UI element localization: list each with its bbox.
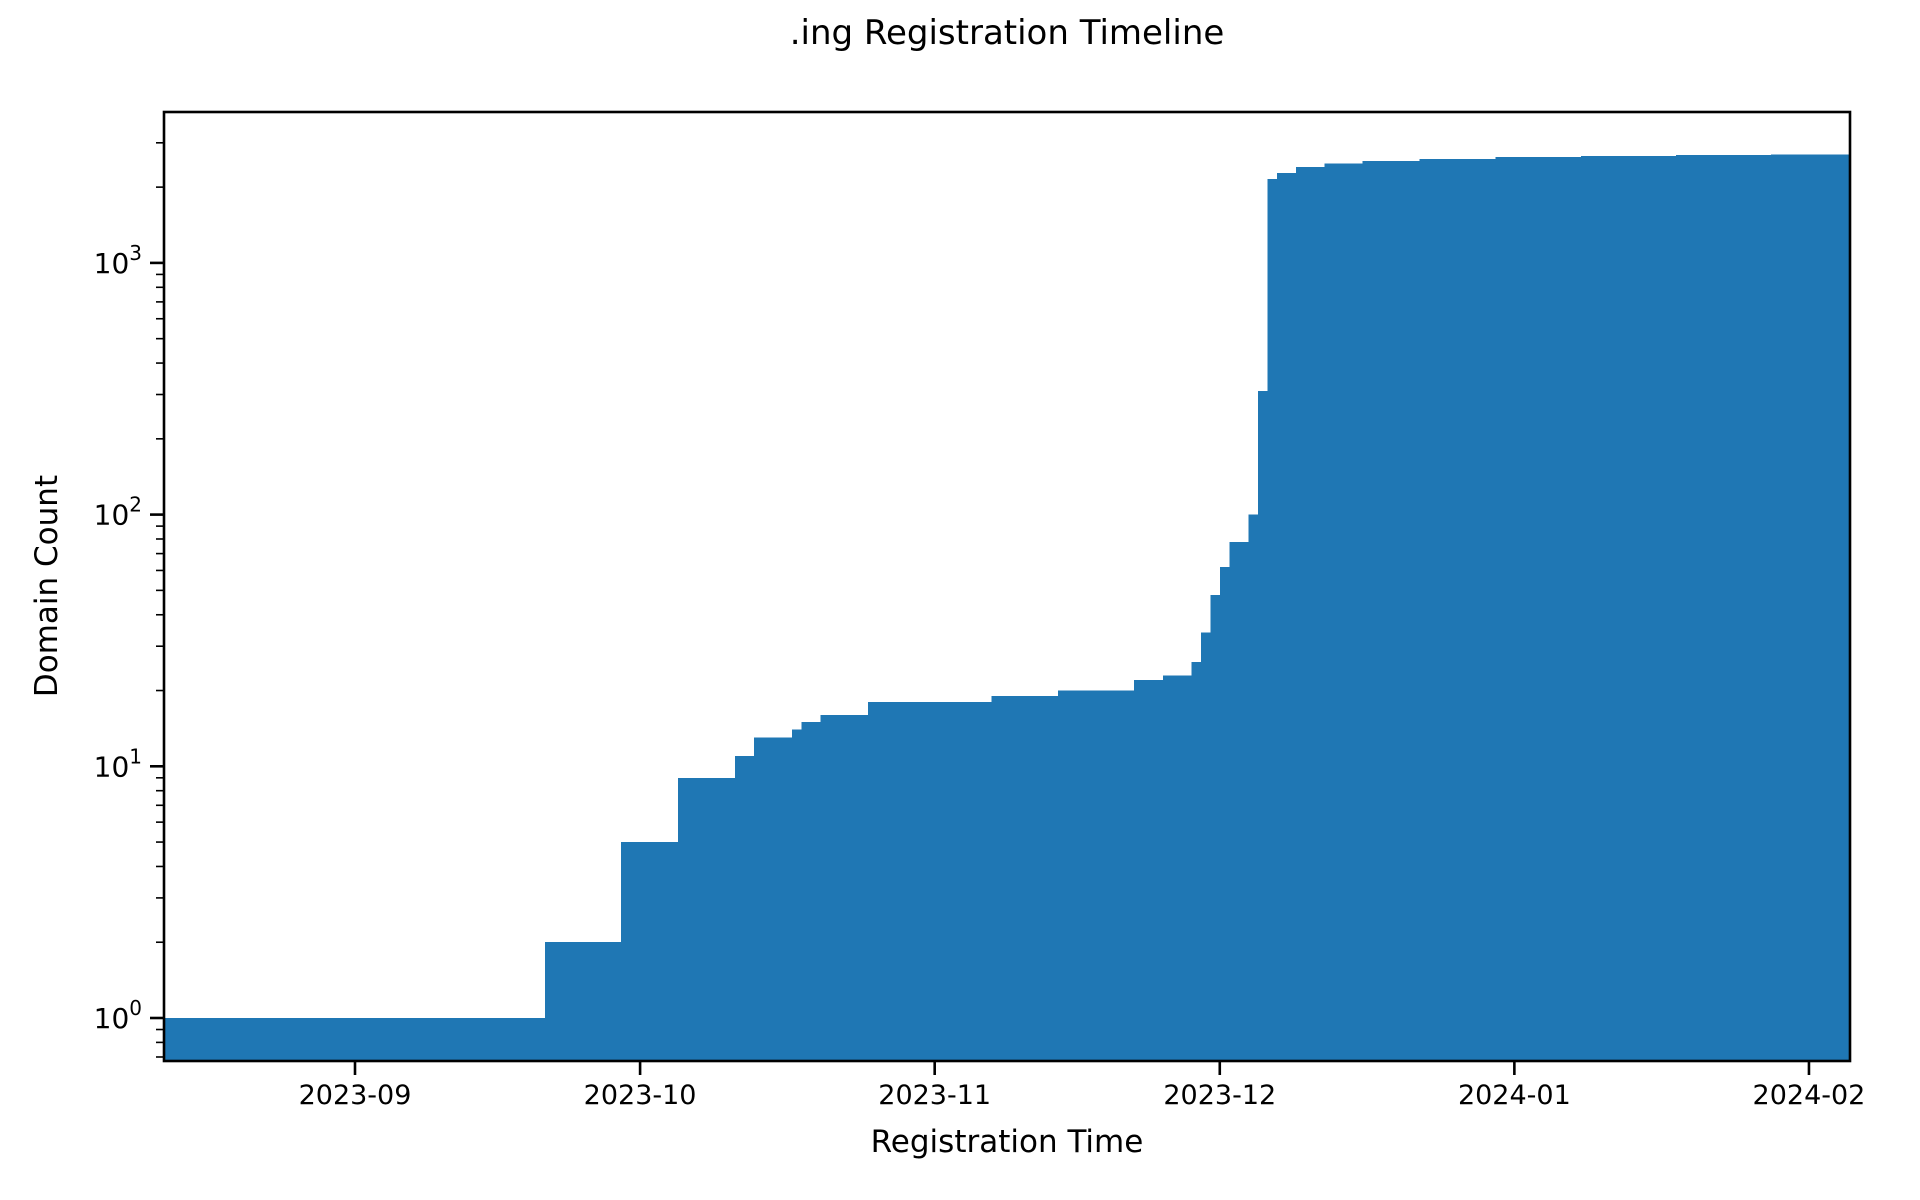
y-tick-label: 102 [94, 493, 142, 532]
x-tick-label: 2024-02 [1753, 1080, 1866, 1111]
x-tick-label: 2023-10 [584, 1080, 697, 1111]
chart-title: .ing Registration Timeline [789, 13, 1225, 53]
y-tick-label: 103 [94, 241, 142, 280]
x-tick-label: 2023-09 [299, 1080, 412, 1111]
plot-frame [162, 110, 1852, 1063]
y-tick-label: 100 [94, 996, 142, 1035]
area-series [164, 154, 1851, 1061]
x-tick-label: 2023-12 [1163, 1080, 1276, 1111]
x-tick-label: 2023-11 [878, 1080, 991, 1111]
y-tick-label: 101 [94, 744, 142, 783]
x-tick-label: 2024-01 [1458, 1080, 1571, 1111]
x-axis-label: Registration Time [870, 1124, 1144, 1160]
